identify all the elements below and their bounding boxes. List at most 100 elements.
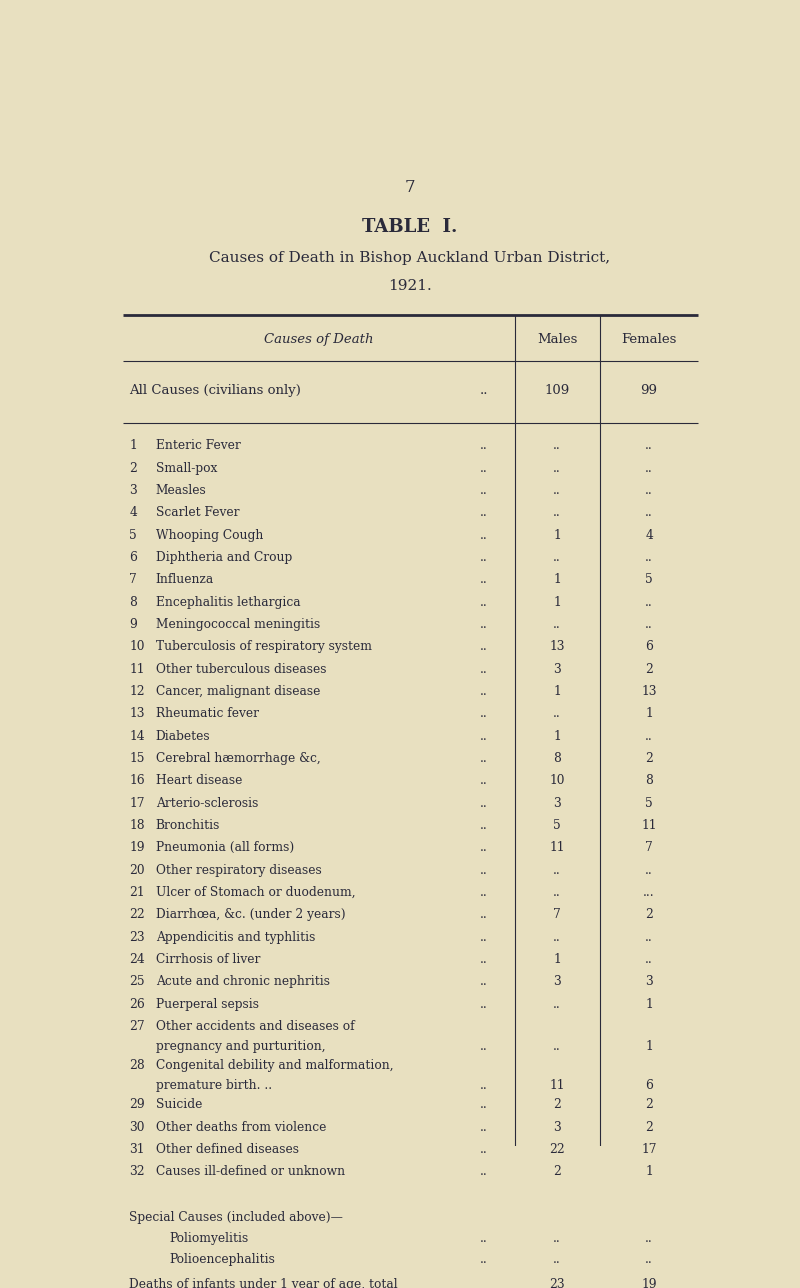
Text: ..: .. bbox=[480, 841, 487, 854]
Text: ..: .. bbox=[646, 484, 653, 497]
Text: pregnancy and purturition,: pregnancy and purturition, bbox=[156, 1041, 326, 1054]
Text: Whooping Cough: Whooping Cough bbox=[156, 529, 263, 542]
Text: ..: .. bbox=[554, 1253, 561, 1266]
Text: ..: .. bbox=[480, 484, 487, 497]
Text: Poliomyelitis: Poliomyelitis bbox=[170, 1231, 249, 1244]
Text: 8: 8 bbox=[645, 774, 653, 787]
Text: 12: 12 bbox=[130, 685, 145, 698]
Text: ..: .. bbox=[646, 596, 653, 609]
Text: 17: 17 bbox=[130, 797, 145, 810]
Text: 1921.: 1921. bbox=[388, 279, 432, 294]
Text: 1: 1 bbox=[646, 1041, 653, 1054]
Text: ..: .. bbox=[480, 908, 487, 921]
Text: Puerperal sepsis: Puerperal sepsis bbox=[156, 998, 259, 1011]
Text: ..: .. bbox=[646, 618, 653, 631]
Text: 2: 2 bbox=[645, 752, 653, 765]
Text: ..: .. bbox=[554, 484, 561, 497]
Text: ..: .. bbox=[480, 1166, 487, 1179]
Text: 3: 3 bbox=[130, 484, 138, 497]
Text: 9: 9 bbox=[130, 618, 138, 631]
Text: 3: 3 bbox=[554, 1121, 561, 1133]
Text: 29: 29 bbox=[130, 1099, 146, 1112]
Text: 5: 5 bbox=[646, 573, 653, 586]
Text: 24: 24 bbox=[130, 953, 146, 966]
Text: 1: 1 bbox=[554, 596, 561, 609]
Text: ..: .. bbox=[480, 975, 487, 988]
Text: ...: ... bbox=[643, 886, 655, 899]
Text: ..: .. bbox=[480, 439, 487, 452]
Text: Measles: Measles bbox=[156, 484, 206, 497]
Text: 109: 109 bbox=[545, 384, 570, 397]
Text: 8: 8 bbox=[130, 596, 138, 609]
Text: ..: .. bbox=[480, 1142, 487, 1155]
Text: Bronchitis: Bronchitis bbox=[156, 819, 220, 832]
Text: 32: 32 bbox=[130, 1166, 145, 1179]
Text: Deaths of infants under 1 year of age, total: Deaths of infants under 1 year of age, t… bbox=[130, 1278, 398, 1288]
Text: 1: 1 bbox=[646, 998, 653, 1011]
Text: ..: .. bbox=[554, 618, 561, 631]
Text: 23: 23 bbox=[130, 931, 145, 944]
Text: Causes ill-defined or unknown: Causes ill-defined or unknown bbox=[156, 1166, 345, 1179]
Text: 30: 30 bbox=[130, 1121, 145, 1133]
Text: Rheumatic fever: Rheumatic fever bbox=[156, 707, 259, 720]
Text: ..: .. bbox=[480, 462, 487, 475]
Text: 1: 1 bbox=[646, 707, 653, 720]
Text: ..: .. bbox=[480, 573, 487, 586]
Text: Other tuberculous diseases: Other tuberculous diseases bbox=[156, 663, 326, 676]
Text: Other respiratory diseases: Other respiratory diseases bbox=[156, 864, 322, 877]
Text: ..: .. bbox=[480, 618, 487, 631]
Text: Meningococcal meningitis: Meningococcal meningitis bbox=[156, 618, 320, 631]
Text: ..: .. bbox=[554, 707, 561, 720]
Text: ..: .. bbox=[480, 1253, 487, 1266]
Text: Influenza: Influenza bbox=[156, 573, 214, 586]
Text: 1: 1 bbox=[646, 1166, 653, 1179]
Text: 2: 2 bbox=[130, 462, 138, 475]
Text: ..: .. bbox=[480, 1231, 487, 1244]
Text: 2: 2 bbox=[645, 1121, 653, 1133]
Text: TABLE  I.: TABLE I. bbox=[362, 218, 458, 236]
Text: premature birth. ..: premature birth. .. bbox=[156, 1079, 272, 1092]
Text: ..: .. bbox=[480, 529, 487, 542]
Text: ..: .. bbox=[554, 462, 561, 475]
Text: Other defined diseases: Other defined diseases bbox=[156, 1142, 299, 1155]
Text: ..: .. bbox=[646, 730, 653, 743]
Text: 20: 20 bbox=[130, 864, 145, 877]
Text: 1: 1 bbox=[130, 439, 138, 452]
Text: 21: 21 bbox=[130, 886, 145, 899]
Text: 11: 11 bbox=[642, 819, 657, 832]
Text: Heart disease: Heart disease bbox=[156, 774, 242, 787]
Text: All Causes (civilians only): All Causes (civilians only) bbox=[130, 384, 302, 397]
Text: 5: 5 bbox=[554, 819, 561, 832]
Text: 7: 7 bbox=[646, 841, 653, 854]
Text: 8: 8 bbox=[554, 752, 561, 765]
Text: Arterio-sclerosis: Arterio-sclerosis bbox=[156, 797, 258, 810]
Text: 18: 18 bbox=[130, 819, 145, 832]
Text: 7: 7 bbox=[405, 179, 415, 196]
Text: Females: Females bbox=[622, 332, 677, 346]
Text: ..: .. bbox=[480, 953, 487, 966]
Text: 25: 25 bbox=[130, 975, 145, 988]
Text: 26: 26 bbox=[130, 998, 146, 1011]
Text: Diabetes: Diabetes bbox=[156, 730, 210, 743]
Text: Pneumonia (all forms): Pneumonia (all forms) bbox=[156, 841, 294, 854]
Text: 28: 28 bbox=[130, 1059, 146, 1072]
Text: ..: .. bbox=[554, 998, 561, 1011]
Text: ..: .. bbox=[646, 864, 653, 877]
Text: ..: .. bbox=[646, 462, 653, 475]
Text: 5: 5 bbox=[646, 797, 653, 810]
Text: Suicide: Suicide bbox=[156, 1099, 202, 1112]
Text: ..: .. bbox=[646, 506, 653, 519]
Text: 4: 4 bbox=[645, 529, 653, 542]
Text: 7: 7 bbox=[554, 908, 561, 921]
Text: Cerebral hæmorrhage &c,: Cerebral hæmorrhage &c, bbox=[156, 752, 321, 765]
Text: 6: 6 bbox=[130, 551, 138, 564]
Text: ..: .. bbox=[480, 1079, 487, 1092]
Text: ..: .. bbox=[480, 752, 487, 765]
Text: ..: .. bbox=[646, 953, 653, 966]
Text: ..: .. bbox=[480, 819, 487, 832]
Text: ..: .. bbox=[554, 506, 561, 519]
Text: ..: .. bbox=[480, 886, 487, 899]
Text: 11: 11 bbox=[550, 841, 565, 854]
Text: 1: 1 bbox=[554, 730, 561, 743]
Text: 7: 7 bbox=[130, 573, 138, 586]
